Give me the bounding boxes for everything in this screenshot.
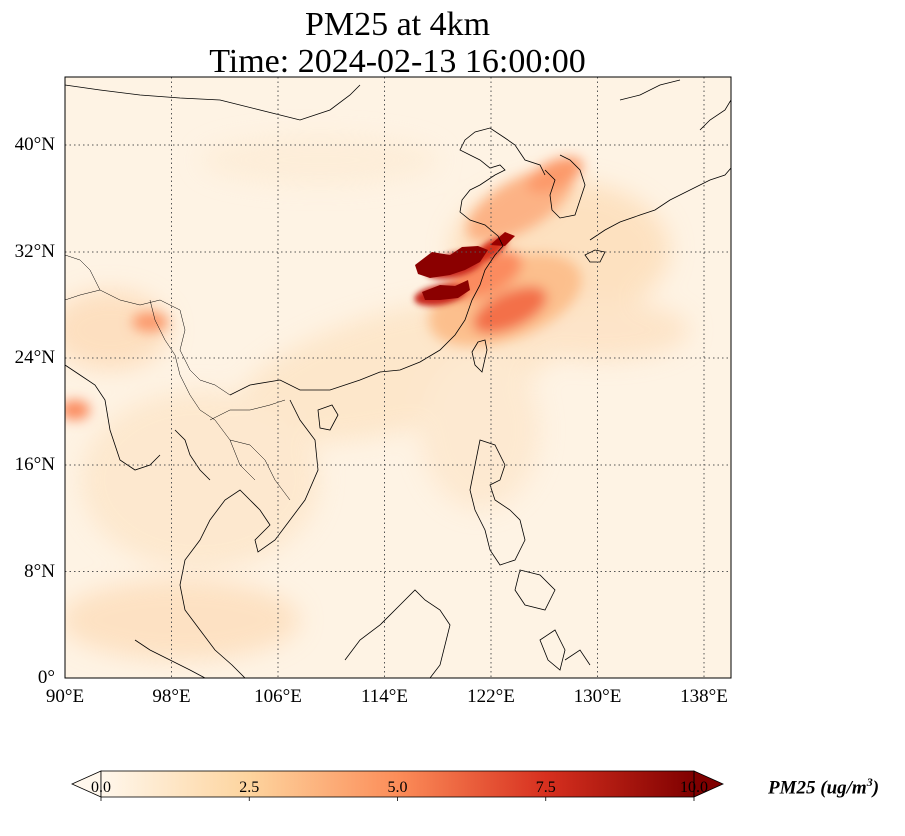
lon-tick-130: 130°E — [573, 686, 622, 707]
lon-tick-106: 106°E — [254, 686, 302, 707]
lon-tick-122: 122°E — [467, 686, 515, 707]
colorbar-tick-7-5: 7.5 — [535, 779, 556, 796]
lat-tick-8: 8°N — [24, 560, 55, 582]
map-time: Time: 2024-02-13 16:00:00 — [209, 43, 586, 80]
colorbar-label: PM25 (ug/m3) — [768, 775, 880, 799]
map-frame — [64, 76, 732, 679]
lat-tick-24: 24°N — [14, 347, 55, 368]
pm25-field — [65, 77, 731, 678]
colorbar-tick-0: 0.0 — [91, 779, 111, 796]
coastlines — [65, 79, 731, 678]
lat-tick-16: 16°N — [14, 454, 55, 475]
lat-tick-0: 0° — [37, 667, 55, 688]
lon-tick-138: 138°E — [680, 686, 728, 707]
colorbar-tick-5: 5.0 — [387, 779, 408, 796]
lon-tick-114: 114°E — [361, 686, 408, 707]
gridlines — [65, 77, 731, 678]
lat-tick-32: 32°N — [14, 241, 55, 262]
map-title: PM25 at 4km — [304, 6, 491, 43]
colorbar-tick-10: 10.0 — [680, 779, 708, 796]
country-borders — [65, 254, 291, 501]
pm25-hotspot — [415, 232, 515, 300]
colorbar-tick-2-5: 2.5 — [239, 779, 260, 796]
colorbar-gradient — [101, 771, 694, 797]
lon-tick-98: 98°E — [152, 686, 191, 707]
lon-tick-90: 90°E — [45, 686, 85, 707]
lat-tick-40: 40°N — [14, 134, 55, 155]
